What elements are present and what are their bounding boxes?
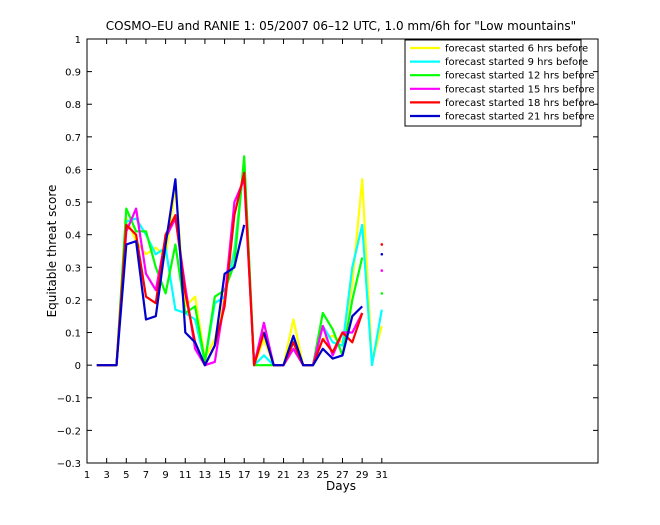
legend-label: forecast started 18 hrs before: [445, 98, 595, 109]
y-axis-label: Equitable threat score: [45, 185, 59, 318]
series-6-line: [262, 305, 363, 367]
legend-label: forecast started 9 hrs before: [445, 57, 588, 68]
x-tick-label: 25: [316, 470, 329, 481]
legend-box: [404, 39, 582, 127]
y-tick-label: 0.1: [65, 329, 81, 340]
x-tick-label: 11: [179, 470, 192, 481]
y-tick-label: 0.7: [65, 133, 81, 144]
series-5-isolated-point: [380, 243, 384, 246]
x-axis-label: Days: [326, 479, 356, 493]
legend-label: forecast started 12 hrs before: [445, 71, 595, 82]
legend-label: forecast started 15 hrs before: [445, 84, 595, 95]
x-tick-label: 27: [336, 470, 349, 481]
y-tick-label: 0.6: [65, 165, 81, 176]
y-tick-label: −0.2: [57, 426, 81, 437]
legend-label: forecast started 6 hrs before: [445, 44, 588, 55]
x-tick-label: 5: [123, 470, 129, 481]
axis-ticks: 1 3 5 7 9 11 13 15 17 19 21 23 25 27 29 31−0.3−0.2−0.10…: [57, 35, 598, 481]
y-tick-label: 0.2: [65, 296, 81, 307]
x-tick-label: 9: [162, 470, 168, 481]
y-tick-label: 1: [75, 35, 81, 46]
y-tick-label: 0.4: [65, 231, 81, 242]
x-tick-label: 1: [84, 470, 90, 481]
series-3-line: [96, 155, 364, 367]
y-tick-label: −0.3: [57, 459, 81, 470]
x-tick-label: 23: [297, 470, 310, 481]
x-tick-label: 17: [238, 470, 251, 481]
x-tick-label: 13: [199, 470, 212, 481]
y-tick-label: 0.3: [65, 263, 81, 274]
y-tick-label: 0.9: [65, 68, 81, 79]
x-tick-label: 15: [218, 470, 231, 481]
x-tick-label: 19: [258, 470, 271, 481]
series-lines: [96, 155, 384, 367]
series-6-isolated-point: [380, 252, 384, 256]
x-tick-label: 7: [143, 470, 149, 481]
y-tick-label: 0.5: [65, 198, 81, 209]
y-tick-label: 0.8: [65, 100, 81, 111]
y-tick-label: −0.1: [57, 394, 81, 405]
chart-title: COSMO–EU and RANIE 1: 05/2007 06–12 UTC,…: [106, 19, 576, 33]
legend: forecast started 6 hrs before forecast st…: [404, 39, 595, 127]
x-tick-label: 3: [103, 470, 109, 481]
series-6-line: [96, 178, 246, 367]
series-3-isolated-point: [380, 292, 384, 295]
series-5-line: [96, 171, 364, 367]
x-tick-label: 21: [277, 470, 290, 481]
x-tick-label: 31: [375, 470, 388, 481]
y-tick-label: 0: [75, 361, 81, 372]
series-4-isolated-point: [380, 269, 384, 272]
x-tick-label: 29: [356, 470, 369, 481]
legend-label: forecast started 21 hrs before: [445, 112, 595, 123]
